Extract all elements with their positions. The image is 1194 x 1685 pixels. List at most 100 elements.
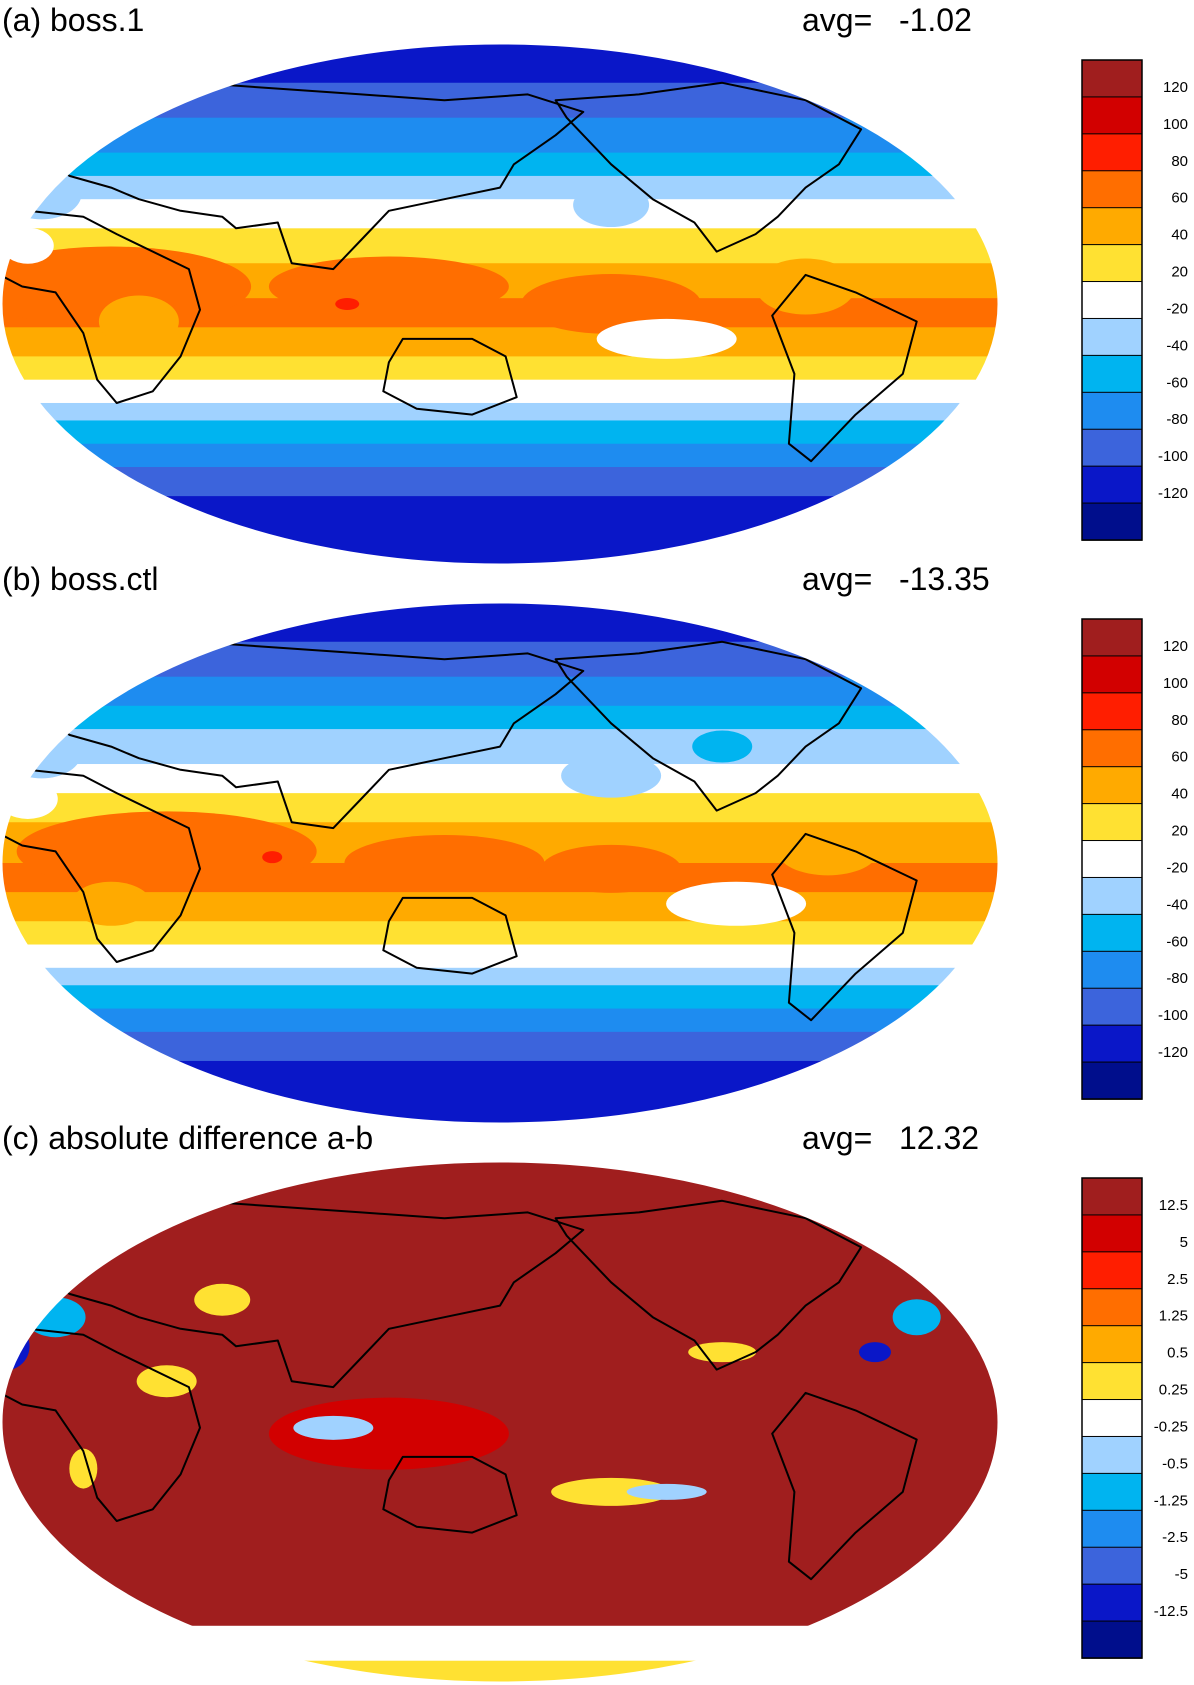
- colorbar-swatch: [1081, 465, 1143, 504]
- map-frame: [1, 44, 999, 564]
- panel-a-field-patch: [596, 318, 737, 359]
- colorbar-swatch: [1081, 692, 1143, 731]
- colorbar-tick-label: 100: [1163, 675, 1188, 692]
- colorbar-tick-label: -20: [1166, 859, 1188, 876]
- avg-value: -13.35: [898, 561, 990, 597]
- colorbar-tick-label: 40: [1171, 227, 1188, 244]
- panel-a-field-patch: [335, 298, 360, 310]
- coastline: [771, 273, 918, 463]
- world-map-robinson-icon: [1, 44, 999, 564]
- panel-a-band: [2, 82, 998, 119]
- panel-c-field-patch: [136, 1365, 197, 1398]
- colorbar-swatch: [1081, 1435, 1143, 1475]
- colorbar-tick-label: 60: [1171, 190, 1188, 207]
- panel-c-field-patch: [896, 1192, 937, 1209]
- colorbar-tick-label: 80: [1171, 712, 1188, 729]
- panel-a-band: [2, 356, 998, 381]
- colorbar-tick-label: 20: [1171, 264, 1188, 281]
- panel-b-band: [2, 676, 998, 707]
- panel-a-band: [2, 117, 998, 154]
- colorbar-frame: [1081, 1177, 1143, 1659]
- coastline: [554, 81, 863, 253]
- panel-average: avg= -1.02: [802, 0, 972, 40]
- colorbar-tick-label: -0.5: [1162, 1455, 1188, 1472]
- colorbar-swatch: [1081, 1546, 1143, 1585]
- panel-b-field-patch: [262, 851, 283, 864]
- panel-a-field-patch: [755, 258, 856, 315]
- panel-c-band: [2, 1625, 998, 1662]
- colorbar-swatch: [1081, 1251, 1143, 1290]
- colorbar-swatch: [1081, 391, 1143, 431]
- panel-b-field-patch: [692, 730, 753, 763]
- colorbar-frame: [1081, 618, 1143, 1100]
- colorbar: 120 100 80 60 40 20 -20 -40 -60 -80 -100 -120: [1081, 618, 1188, 1100]
- colorbar-tick-label: -60: [1166, 933, 1188, 950]
- panel-a-field-patch: [98, 295, 179, 348]
- world-map-robinson-icon: [1, 603, 999, 1123]
- panel-b-band: [2, 641, 998, 678]
- panel-average: avg= -13.35: [802, 559, 990, 599]
- panel-a: (a) boss.1 avg= -1.02 120 100 80 60 40 20 -20 -…: [0, 2, 1194, 567]
- panel-b-band: [2, 967, 998, 986]
- panel-b-field-patch: [561, 753, 662, 798]
- colorbar-tick-label: 40: [1171, 786, 1188, 803]
- coastline: [2, 209, 201, 404]
- colorbar-swatch: [1081, 428, 1143, 467]
- panel-b-band: [2, 944, 998, 969]
- panel-a-field-patch: [573, 183, 650, 228]
- colorbar-tick-label: -12.5: [1154, 1603, 1188, 1620]
- colorbar-tick-label: -80: [1166, 970, 1188, 987]
- avg-value: 12.32: [898, 1120, 980, 1156]
- panel-c-band: [2, 1660, 998, 1682]
- colorbar-tick-label: -0.25: [1154, 1418, 1188, 1435]
- colorbar-swatch: [1081, 1509, 1143, 1549]
- panel-a-field-patch: [2, 246, 252, 327]
- colorbar-swatch: [1081, 1325, 1143, 1364]
- colorbar-swatch: [1081, 207, 1143, 246]
- panel-b-field-patch: [16, 811, 317, 892]
- colorbar-tick-label: 80: [1171, 153, 1188, 170]
- avg-label: avg=: [802, 1120, 873, 1156]
- panel-a-field-patch: [521, 274, 702, 334]
- colorbar-tick-label: 1.25: [1159, 1308, 1188, 1325]
- coastline: [874, 623, 974, 684]
- panel-c-field-patch: [551, 1477, 672, 1506]
- colorbar-tick-label: -40: [1166, 896, 1188, 913]
- panel-c-field-patch: [892, 1299, 941, 1336]
- coastline: [771, 1391, 918, 1581]
- panel-b-field-patch: [71, 881, 152, 926]
- panel-a-band: [2, 199, 998, 229]
- panel-a-band: [2, 402, 998, 421]
- panel-b-field-patch: [344, 835, 545, 891]
- colorbar-swatch: [1081, 987, 1143, 1026]
- colorbar-swatch: [1081, 1583, 1143, 1622]
- colorbar-tick-label: 120: [1163, 79, 1188, 96]
- colorbar-tick-label: -1.25: [1154, 1492, 1188, 1509]
- coastline: [554, 1199, 863, 1371]
- panel-c-field-patch: [194, 1283, 251, 1316]
- map-frame: [1, 603, 999, 1123]
- colorbar-tick-label: 20: [1171, 823, 1188, 840]
- panel-b-band: [2, 764, 998, 794]
- panel-b-field-patch: [541, 844, 682, 893]
- panel-title: (c) absolute difference a-b: [2, 1120, 374, 1156]
- panel-title: (a) boss.1: [2, 2, 145, 38]
- colorbar-swatch: [1081, 244, 1143, 283]
- colorbar-tick-label: 5: [1180, 1234, 1188, 1251]
- colorbar-tick-label: -100: [1158, 1007, 1188, 1024]
- panel-c-field-patch: [69, 1448, 98, 1489]
- colorbar-swatch: [1081, 1177, 1143, 1216]
- colorbar-tick-label: -100: [1158, 448, 1188, 465]
- panel-b-band: [2, 1008, 998, 1033]
- colorbar-swatch: [1081, 354, 1143, 394]
- colorbar-swatch: [1081, 1399, 1143, 1438]
- panel-c-field-patch: [688, 1342, 757, 1363]
- colorbar-frame: [1081, 59, 1143, 541]
- coastline: [874, 1182, 974, 1243]
- colorbar-swatch: [1081, 803, 1143, 842]
- colorbar-swatch: [1081, 1472, 1143, 1512]
- panel-b-band: [2, 1031, 998, 1062]
- panel-b-band: [2, 892, 998, 922]
- panel-c-field-patch: [626, 1483, 707, 1500]
- coastline: [12, 1199, 585, 1389]
